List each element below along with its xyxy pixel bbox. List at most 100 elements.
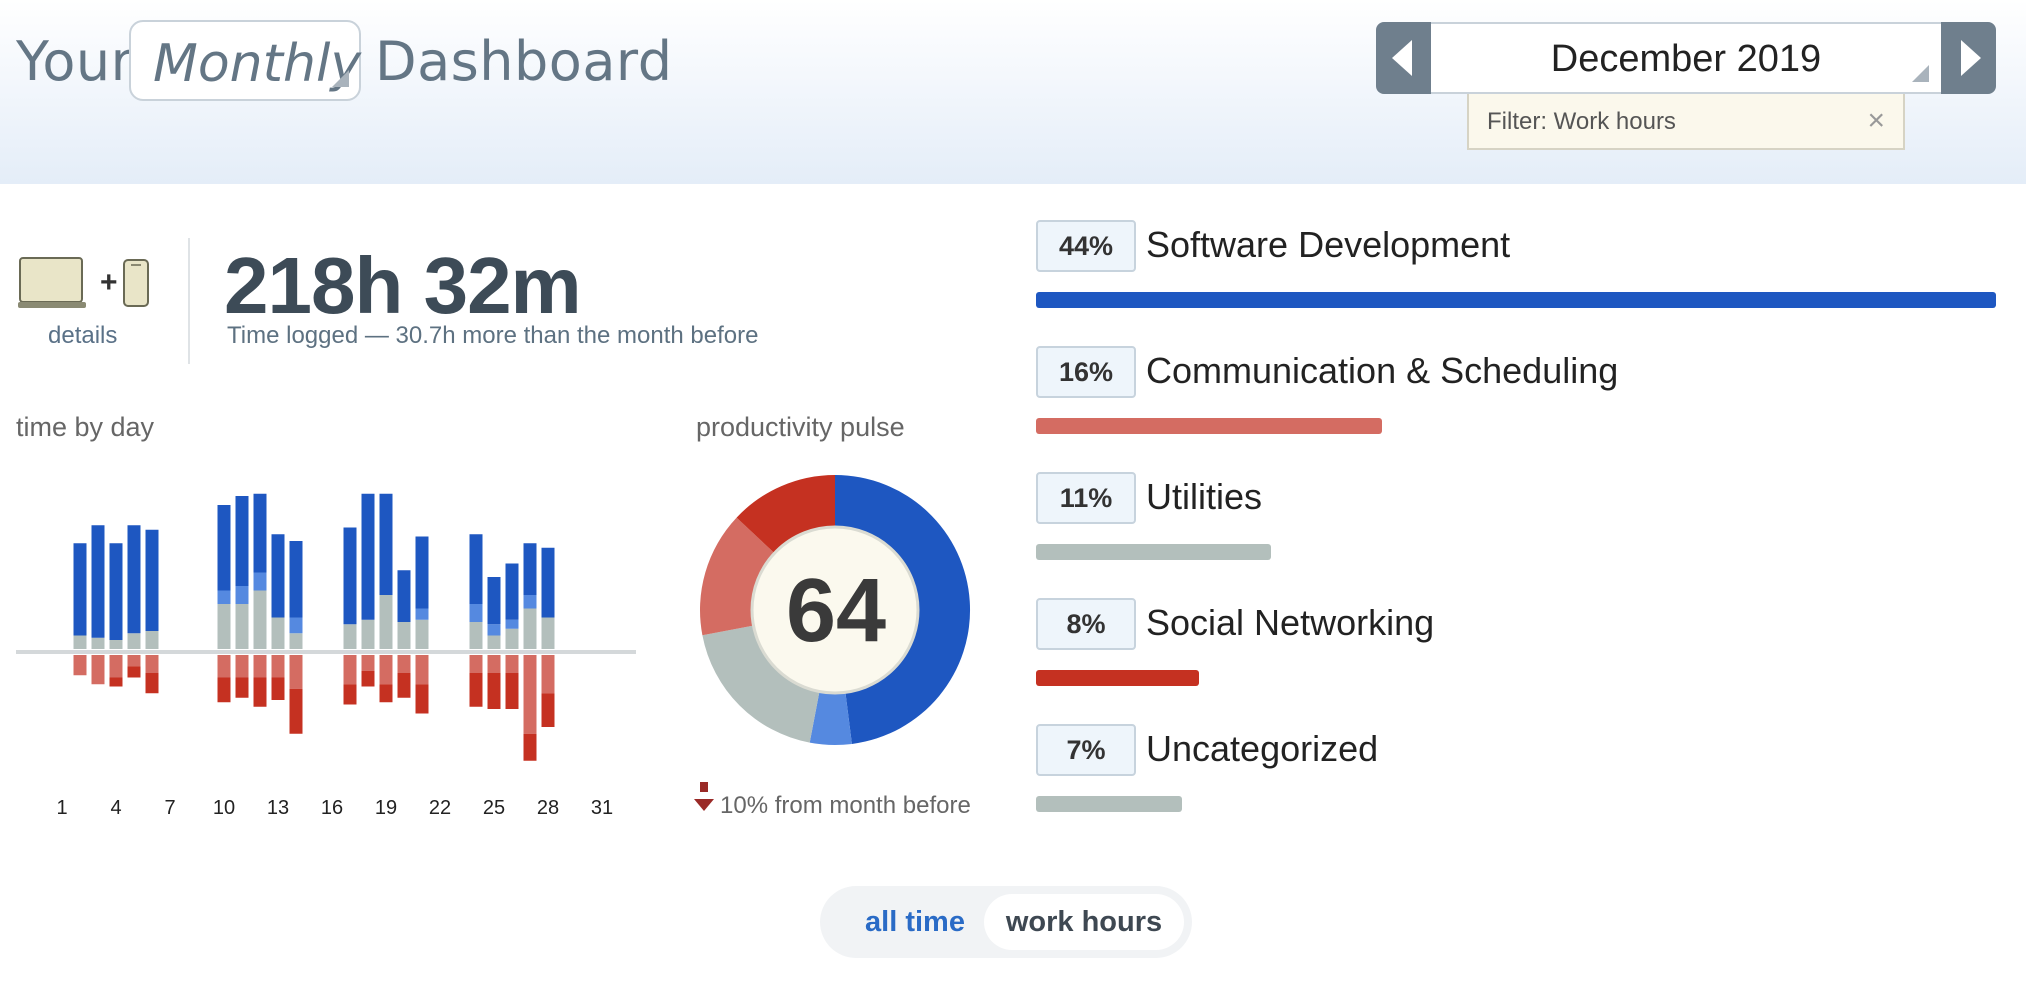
bar-segment-distracting[interactable] <box>541 655 555 694</box>
bar-segment-very-distracting[interactable] <box>523 733 537 761</box>
bar-segment-distracting[interactable] <box>523 655 537 734</box>
category-row[interactable]: 16% Communication & Scheduling <box>1036 346 1996 446</box>
bar-segment-very-productive[interactable] <box>379 493 393 595</box>
bar-segment-very-productive[interactable] <box>505 563 519 620</box>
bar-segment-distracting[interactable] <box>397 655 411 673</box>
devices-icon[interactable]: + <box>18 256 153 312</box>
bar-segment-distracting[interactable] <box>127 655 141 667</box>
bar-segment-very-distracting[interactable] <box>253 677 267 707</box>
category-row[interactable]: 7% Uncategorized <box>1036 724 1996 824</box>
next-month-button[interactable] <box>1941 22 1996 94</box>
bar-segment-very-productive[interactable] <box>415 536 429 609</box>
bar-segment-very-distracting[interactable] <box>271 677 285 701</box>
bar-segment-productive[interactable] <box>217 590 231 605</box>
bar-segment-very-productive[interactable] <box>145 529 159 631</box>
bar-segment-very-distracting[interactable] <box>217 677 231 703</box>
bar-segment-neutral[interactable] <box>523 608 537 650</box>
bar-segment-neutral[interactable] <box>127 633 141 649</box>
bar-segment-very-distracting[interactable] <box>235 677 249 698</box>
bar-segment-neutral[interactable] <box>109 640 123 649</box>
date-select[interactable]: December 2019 <box>1431 22 1941 94</box>
category-row[interactable]: 44% Software Development <box>1036 220 1996 320</box>
bar-segment-neutral[interactable] <box>217 604 231 649</box>
bar-segment-productive[interactable] <box>415 608 429 620</box>
bar-segment-distracting[interactable] <box>271 655 285 678</box>
bar-segment-very-productive[interactable] <box>73 543 87 636</box>
bar-segment-neutral[interactable] <box>235 604 249 649</box>
bar-segment-neutral[interactable] <box>91 637 105 649</box>
bar-segment-very-distracting[interactable] <box>541 693 555 727</box>
all-time-option[interactable]: all time <box>865 906 965 938</box>
bar-segment-very-distracting[interactable] <box>397 673 411 698</box>
work-hours-option[interactable]: work hours <box>984 894 1184 950</box>
bar-segment-distracting[interactable] <box>505 655 519 673</box>
bar-segment-very-distracting[interactable] <box>415 684 429 714</box>
bar-segment-very-distracting[interactable] <box>487 673 501 709</box>
bar-segment-productive[interactable] <box>505 619 519 629</box>
bar-segment-distracting[interactable] <box>379 655 393 685</box>
bar-segment-neutral[interactable] <box>397 622 411 649</box>
bar-segment-distracting[interactable] <box>415 655 429 685</box>
bar-segment-very-distracting[interactable] <box>361 670 375 687</box>
bar-segment-very-distracting[interactable] <box>469 673 483 707</box>
bar-segment-neutral[interactable] <box>415 619 429 649</box>
bar-segment-very-productive[interactable] <box>109 543 123 640</box>
bar-segment-very-productive[interactable] <box>487 577 501 625</box>
bar-segment-distracting[interactable] <box>217 655 231 678</box>
bar-segment-very-distracting[interactable] <box>343 684 357 705</box>
bar-segment-very-distracting[interactable] <box>145 673 159 694</box>
category-row[interactable]: 11% Utilities <box>1036 472 1996 572</box>
bar-segment-distracting[interactable] <box>361 655 375 671</box>
bar-segment-neutral[interactable] <box>541 617 555 650</box>
bar-segment-neutral[interactable] <box>505 628 519 649</box>
period-select[interactable]: Monthly <box>129 20 361 101</box>
bar-segment-very-productive[interactable] <box>217 505 231 591</box>
close-icon[interactable]: × <box>1867 104 1885 137</box>
bar-segment-very-distracting[interactable] <box>289 688 303 734</box>
bar-segment-very-distracting[interactable] <box>127 666 141 678</box>
bar-segment-very-productive[interactable] <box>253 493 267 573</box>
bar-segment-distracting[interactable] <box>469 655 483 673</box>
bar-segment-distracting[interactable] <box>343 655 357 685</box>
bar-segment-neutral[interactable] <box>271 617 285 650</box>
bar-segment-very-productive[interactable] <box>271 534 285 618</box>
bar-segment-distracting[interactable] <box>73 655 87 676</box>
bar-segment-very-productive[interactable] <box>91 525 105 638</box>
bar-segment-very-productive[interactable] <box>127 525 141 634</box>
bar-segment-productive[interactable] <box>469 604 483 622</box>
bar-segment-very-distracting[interactable] <box>109 677 123 687</box>
bar-segment-productive[interactable] <box>253 572 267 591</box>
bar-segment-very-productive[interactable] <box>523 543 537 595</box>
bar-segment-neutral[interactable] <box>253 590 267 650</box>
bar-segment-neutral[interactable] <box>379 595 393 649</box>
bar-segment-productive[interactable] <box>235 586 249 604</box>
bar-segment-neutral[interactable] <box>73 635 87 650</box>
bar-segment-neutral[interactable] <box>469 622 483 649</box>
bar-segment-productive[interactable] <box>487 624 501 636</box>
bar-segment-neutral[interactable] <box>343 624 357 649</box>
bar-segment-distracting[interactable] <box>253 655 267 678</box>
bar-segment-distracting[interactable] <box>235 655 249 678</box>
bar-segment-distracting[interactable] <box>289 655 303 689</box>
bar-segment-productive[interactable] <box>289 617 303 634</box>
bar-segment-very-productive[interactable] <box>343 527 357 625</box>
bar-segment-neutral[interactable] <box>145 631 159 649</box>
bar-segment-distracting[interactable] <box>487 655 501 673</box>
bar-segment-neutral[interactable] <box>289 633 303 649</box>
bar-segment-very-productive[interactable] <box>361 493 375 620</box>
category-row[interactable]: 8% Social Networking <box>1036 598 1996 698</box>
bar-segment-productive[interactable] <box>523 595 537 609</box>
bar-segment-distracting[interactable] <box>145 655 159 673</box>
bar-segment-very-productive[interactable] <box>289 541 303 618</box>
details-link[interactable]: details <box>48 322 118 349</box>
bar-segment-very-productive[interactable] <box>469 534 483 604</box>
bar-segment-neutral[interactable] <box>487 635 501 650</box>
bar-segment-distracting[interactable] <box>109 655 123 678</box>
bar-segment-distracting[interactable] <box>91 655 105 685</box>
bar-segment-very-productive[interactable] <box>541 547 555 618</box>
bar-segment-very-distracting[interactable] <box>505 673 519 709</box>
bar-segment-very-distracting[interactable] <box>379 684 393 703</box>
bar-segment-very-productive[interactable] <box>235 496 249 586</box>
previous-month-button[interactable] <box>1376 22 1431 94</box>
bar-segment-neutral[interactable] <box>361 619 375 649</box>
